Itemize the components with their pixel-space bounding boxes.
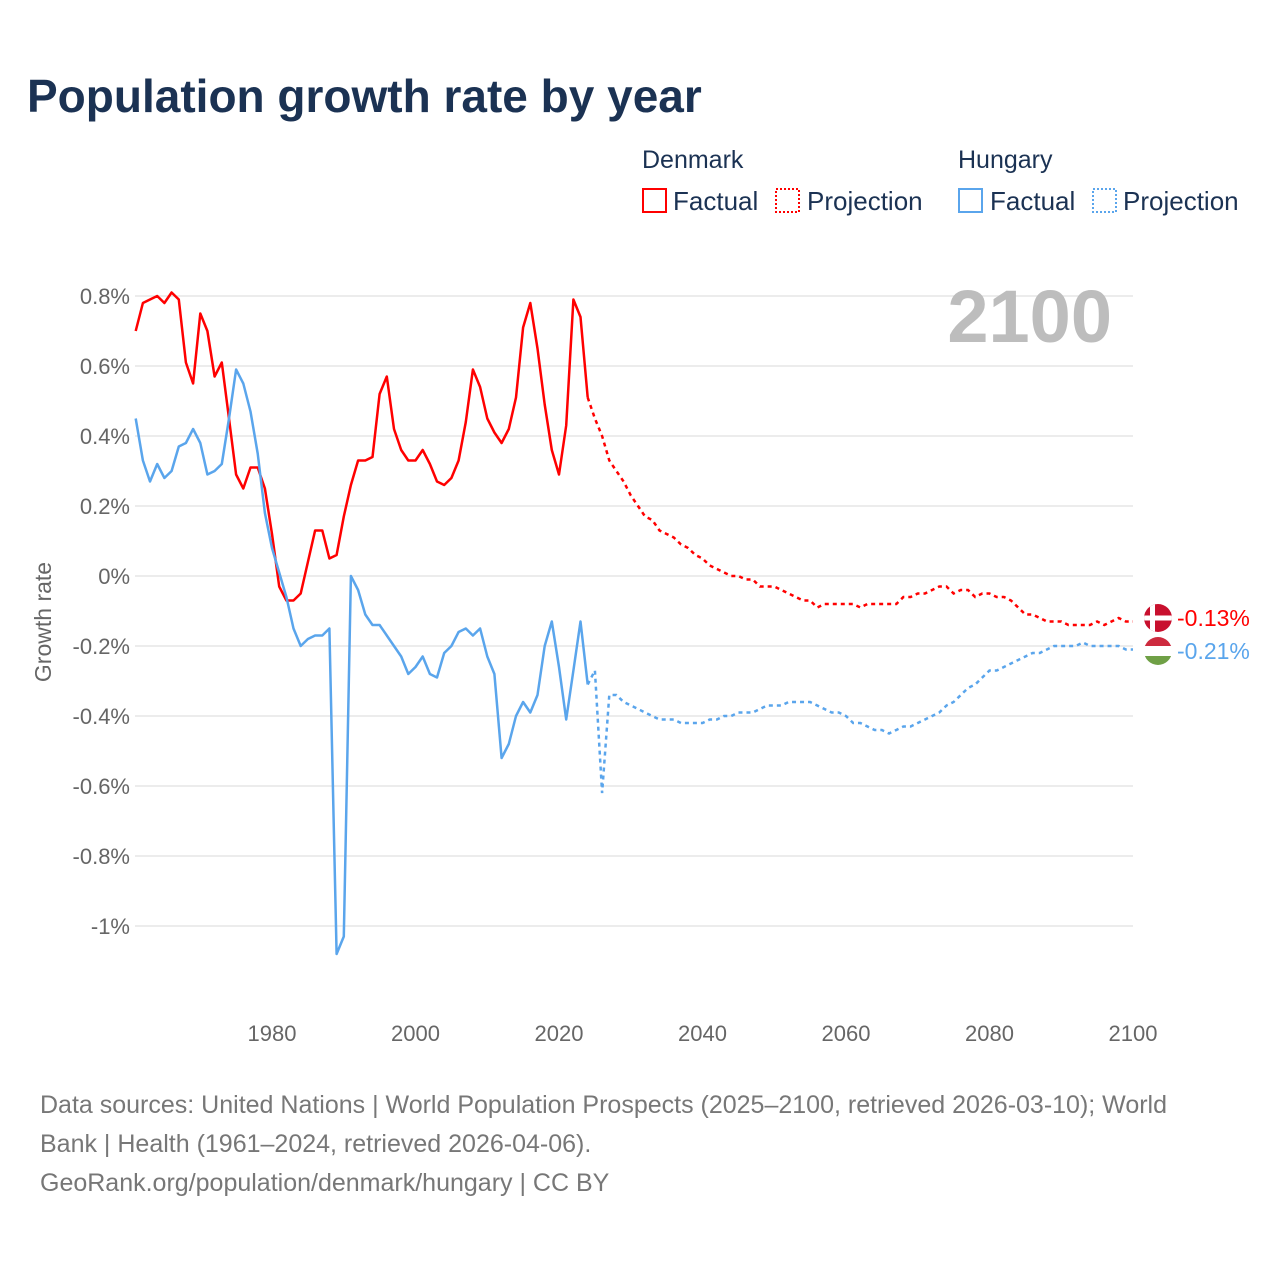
gridlines	[135, 295, 1133, 927]
legend-denmark-factual[interactable]: Factual	[673, 186, 758, 216]
y-tick-label: -1%	[91, 914, 130, 939]
y-axis-label: Growth rate	[30, 562, 56, 682]
legend: Denmark Factual Projection Hungary Factu…	[642, 146, 1239, 216]
legend-hungary-projection[interactable]: Projection	[1123, 186, 1239, 216]
legend-group-hungary: Hungary	[958, 146, 1053, 174]
y-axis: 0.8% 0.6% 0.4% 0.2% 0% -0.2% -0.4% -0.6% -0.8% -1…	[73, 284, 130, 939]
footer-attribution[interactable]: GeoRank.org/population/denmark/hungary |…	[40, 1169, 610, 1197]
legend-hungary-factual[interactable]: Factual	[990, 186, 1075, 216]
legend-swatch-denmark-projection	[775, 188, 800, 213]
x-tick-label: 2100	[1109, 1021, 1158, 1046]
legend-group-denmark: Denmark	[642, 146, 744, 174]
x-tick-label: 2060	[822, 1021, 871, 1046]
footer: Data sources: United Nations | World Pop…	[40, 1091, 1167, 1197]
y-tick-label: 0.2%	[80, 494, 130, 519]
x-tick-label: 2020	[535, 1021, 584, 1046]
denmark-projection-line	[586, 397, 1133, 627]
x-tick-label: 2040	[678, 1021, 727, 1046]
y-tick-label: -0.4%	[73, 704, 130, 729]
footer-sources-line2: Bank | Health (1961–2024, retrieved 2026…	[40, 1130, 591, 1158]
end-markers: -0.13% -0.21%	[1144, 604, 1250, 665]
hungary-factual-line	[134, 368, 589, 956]
legend-swatch-hungary-projection	[1092, 188, 1117, 213]
y-tick-label: 0.6%	[80, 354, 130, 379]
y-tick-label: -0.6%	[73, 774, 130, 799]
y-tick-label: -0.8%	[73, 844, 130, 869]
legend-swatch-denmark-factual	[642, 188, 667, 213]
x-tick-label: 2080	[965, 1021, 1014, 1046]
x-tick-label: 2000	[391, 1021, 440, 1046]
hungary-end-label: -0.21%	[1177, 638, 1250, 664]
denmark-flag-icon	[1144, 604, 1172, 632]
legend-swatch-hungary-factual	[958, 188, 983, 213]
footer-sources-line1: Data sources: United Nations | World Pop…	[40, 1091, 1167, 1119]
denmark-factual-line	[134, 291, 589, 602]
y-tick-label: 0.8%	[80, 284, 130, 309]
legend-denmark-projection[interactable]: Projection	[807, 186, 923, 216]
y-tick-label: 0.4%	[80, 424, 130, 449]
x-tick-label: 1980	[248, 1021, 297, 1046]
hungary-projection-line	[586, 641, 1133, 794]
denmark-end-label: -0.13%	[1177, 605, 1250, 631]
y-tick-label: 0%	[98, 564, 130, 589]
x-axis: 1980 2000 2020 2040 2060 2080 2100	[248, 1021, 1158, 1046]
y-tick-label: -0.2%	[73, 634, 130, 659]
hungary-flag-icon	[1144, 637, 1172, 665]
series-lines	[134, 291, 1133, 956]
year-watermark: 2100	[947, 275, 1112, 358]
chart-title: Population growth rate by year	[27, 70, 702, 122]
